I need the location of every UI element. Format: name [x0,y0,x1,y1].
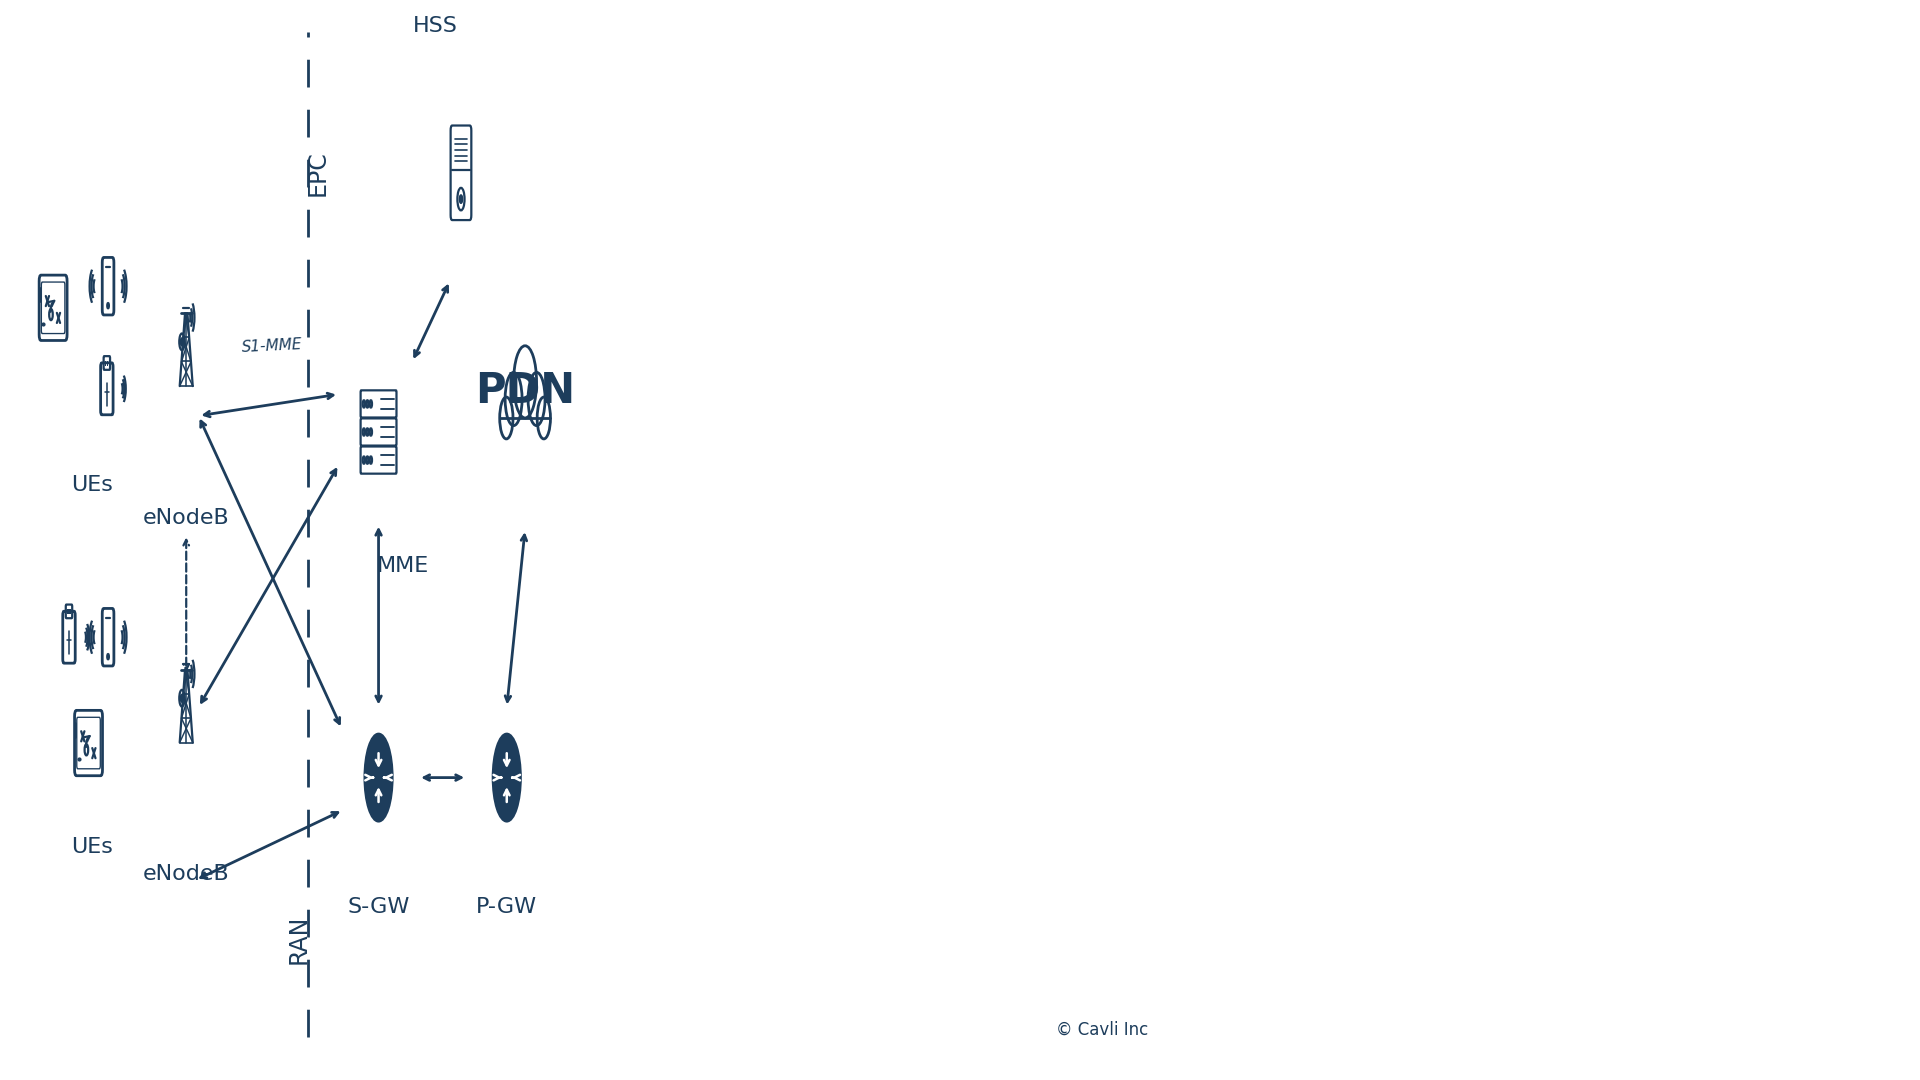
Circle shape [538,397,551,438]
Text: PDN: PDN [474,370,576,411]
Circle shape [505,373,522,426]
Circle shape [513,346,536,418]
FancyBboxPatch shape [499,411,551,432]
Text: S-GW: S-GW [348,896,409,917]
Circle shape [499,397,513,438]
Circle shape [459,195,463,203]
Text: MME: MME [376,556,428,577]
Text: UEs: UEs [71,475,113,496]
Text: RAN: RAN [286,915,311,964]
Text: UEs: UEs [71,837,113,858]
Text: EPC: EPC [305,150,330,195]
Circle shape [365,733,392,822]
Text: HSS: HSS [413,16,457,37]
Text: eNodeB: eNodeB [142,864,230,885]
Text: © Cavli Inc: © Cavli Inc [1056,1021,1148,1039]
Circle shape [528,373,545,426]
Text: eNodeB: eNodeB [142,508,230,528]
Circle shape [493,733,520,822]
Text: S1-MME: S1-MME [242,337,303,354]
Text: P-GW: P-GW [476,896,538,917]
